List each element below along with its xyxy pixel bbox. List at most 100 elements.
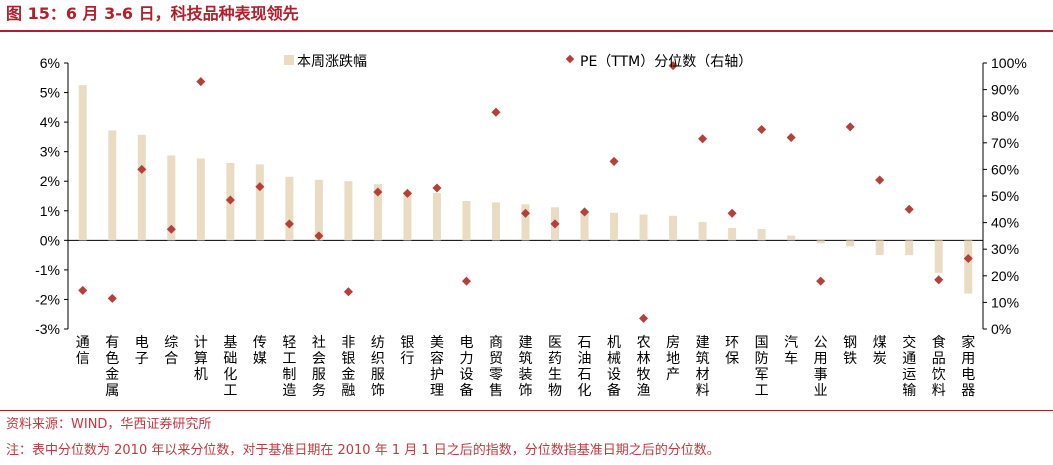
right-tick-label: 30% — [991, 241, 1019, 257]
marker-point — [196, 77, 206, 87]
bar-series — [78, 85, 973, 294]
category-label: 建筑装饰 — [519, 335, 533, 399]
bar — [344, 181, 353, 241]
category-label: 汽车 — [784, 335, 798, 367]
bar — [108, 130, 117, 241]
marker-point — [461, 276, 471, 286]
marker-point — [107, 293, 117, 303]
marker-point — [491, 107, 501, 117]
category-label: 机械设备 — [607, 335, 621, 399]
bar — [285, 176, 294, 241]
bar — [255, 164, 264, 241]
figure-title: 图 15：6 月 3-6 日，科技品种表现领先 — [6, 4, 299, 23]
bar — [196, 158, 205, 241]
left-tick-label: 1% — [40, 203, 60, 219]
marker-point — [727, 208, 737, 218]
category-label: 环保 — [725, 335, 739, 367]
category-label: 家用电器 — [961, 334, 975, 399]
left-tick-label: -3% — [35, 321, 60, 337]
category-label: 社会服务 — [312, 335, 326, 399]
left-tick-label: 4% — [40, 114, 60, 130]
category-label: 石油石化 — [578, 335, 592, 399]
category-label: 钢铁 — [843, 335, 857, 367]
tick-labels: 6% 5% 4% 3% 2% 1% 0% -1% -2% -3% 100% 90% 80% 70% 60% 5… — [35, 55, 1027, 337]
left-tick-label: -1% — [35, 262, 60, 278]
bar — [580, 210, 589, 241]
marker-point — [639, 313, 649, 323]
bar — [816, 240, 825, 244]
category-label: 有色金属 — [105, 335, 119, 399]
marker-point — [698, 134, 708, 144]
category-label: 非银金融 — [341, 335, 355, 399]
bar — [314, 179, 323, 241]
footnote: 注：表中分位数为 2010 年以来分位数，对于基准日期在 2010 年 1 月 … — [6, 443, 720, 458]
bar-scatter-chart: 6% 5% 4% 3% 2% 1% 0% -1% -2% -3% 100% 90% 80% 70% 60% 5… — [35, 54, 1027, 399]
marker-series — [78, 61, 973, 323]
category-label: 轻工制造 — [282, 335, 296, 399]
category-label: 农林牧渔 — [637, 335, 651, 399]
bar — [728, 227, 737, 241]
bar — [934, 240, 943, 273]
left-tick-label: -2% — [35, 291, 60, 307]
category-label: 银行 — [400, 335, 414, 367]
category-label: 传媒 — [253, 335, 267, 367]
category-label: 通信 — [76, 335, 90, 367]
legend-swatch-bar — [284, 55, 294, 65]
chart-axes — [64, 62, 987, 330]
category-label: 计算机 — [194, 335, 208, 383]
bar — [698, 222, 707, 241]
category-label: 电力设备 — [459, 335, 473, 399]
left-tick-label: 2% — [40, 173, 60, 189]
category-label: 电子 — [135, 335, 149, 367]
legend-swatch-marker — [565, 54, 575, 64]
right-tick-label: 50% — [991, 188, 1019, 204]
bar — [669, 215, 678, 241]
bar — [432, 193, 441, 241]
title-rule — [0, 30, 1053, 32]
category-label: 商贸零售 — [489, 335, 503, 399]
bar — [137, 134, 146, 241]
chart-legend: 本周涨跌幅 PE（TTM）分位数（右轴） — [284, 54, 752, 70]
right-tick-label: 70% — [991, 135, 1019, 151]
marker-point — [904, 204, 914, 214]
marker-point — [757, 124, 767, 135]
left-tick-label: 5% — [40, 85, 60, 101]
bar — [78, 85, 87, 241]
bar — [610, 212, 619, 241]
marker-point — [373, 187, 383, 197]
category-label: 美容护理 — [430, 335, 444, 399]
bar — [964, 240, 973, 294]
marker-point — [786, 132, 796, 143]
right-tick-label: 90% — [991, 82, 1019, 98]
bar — [462, 201, 471, 241]
marker-point — [343, 287, 353, 297]
marker-point — [78, 285, 88, 295]
legend-label-bar: 本周涨跌幅 — [297, 54, 367, 70]
category-label: 食品饮料 — [932, 334, 946, 399]
source-note: 资料来源：WIND，华西证券研究所 — [6, 417, 212, 432]
right-tick-label: 20% — [991, 268, 1019, 284]
legend-label-marker: PE（TTM）分位数（右轴） — [580, 54, 752, 70]
marker-point — [225, 195, 235, 205]
marker-point — [934, 275, 944, 285]
right-tick-label: 0% — [991, 321, 1011, 337]
bar — [403, 191, 412, 241]
bar — [757, 229, 766, 241]
category-label: 基础化工 — [223, 334, 237, 399]
marker-point — [845, 122, 855, 132]
left-tick-label: 6% — [40, 55, 60, 71]
category-label: 建筑材料 — [696, 335, 710, 399]
left-tick-label: 0% — [40, 232, 60, 248]
category-label: 医药生物 — [548, 335, 562, 399]
marker-point — [314, 231, 324, 241]
right-tick-label: 100% — [991, 55, 1027, 71]
marker-point — [255, 182, 265, 192]
right-tick-label: 60% — [991, 161, 1019, 177]
category-label: 公用事业 — [814, 335, 828, 399]
bar — [521, 204, 530, 241]
category-label: 综合 — [164, 335, 178, 367]
bar — [905, 240, 914, 256]
category-label: 国防军工 — [755, 335, 769, 399]
bar — [846, 240, 855, 247]
